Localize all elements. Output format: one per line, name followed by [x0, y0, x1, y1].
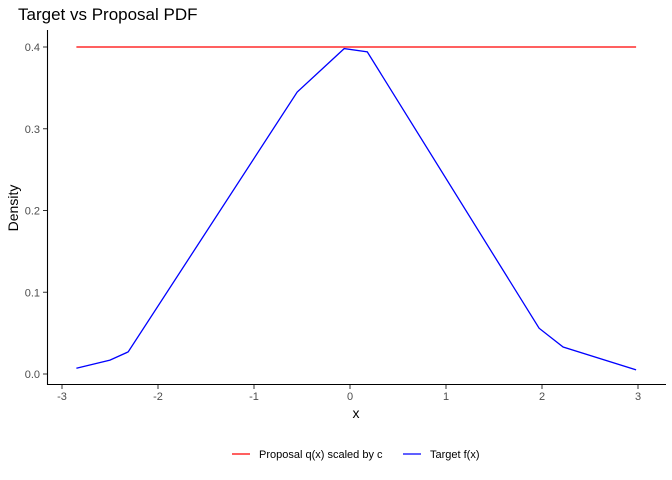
x-tick-label: -3: [57, 391, 67, 403]
y-tick-label: 0.1: [25, 287, 40, 299]
y-tick-label: 0.2: [25, 206, 40, 218]
y-tick-label: 0.3: [25, 124, 40, 136]
y-axis-ticks: 0.0 0.1 0.2 0.3 0.4: [25, 42, 47, 381]
x-tick-label: 1: [443, 391, 449, 403]
x-tick-label: 3: [635, 391, 641, 403]
chart-title: Target vs Proposal PDF: [18, 5, 198, 24]
legend-label-proposal: Proposal q(x) scaled by c: [259, 449, 383, 461]
x-tick-label: 2: [539, 391, 545, 403]
y-tick-label: 0.0: [25, 369, 40, 381]
x-tick-label: -1: [249, 391, 259, 403]
y-axis-title: Density: [5, 185, 21, 232]
legend-label-target: Target f(x): [430, 449, 480, 461]
y-tick-label: 0.4: [25, 42, 40, 54]
x-tick-label: 0: [347, 391, 353, 403]
x-tick-label: -2: [153, 391, 163, 403]
x-axis-ticks: -3 -2 -1 0 1 2 3: [57, 385, 641, 403]
series-layer: [76, 46, 637, 371]
series-line-target: [76, 47, 637, 371]
legend: Proposal q(x) scaled by c Target f(x): [232, 449, 480, 461]
x-axis-title: x: [353, 405, 360, 421]
